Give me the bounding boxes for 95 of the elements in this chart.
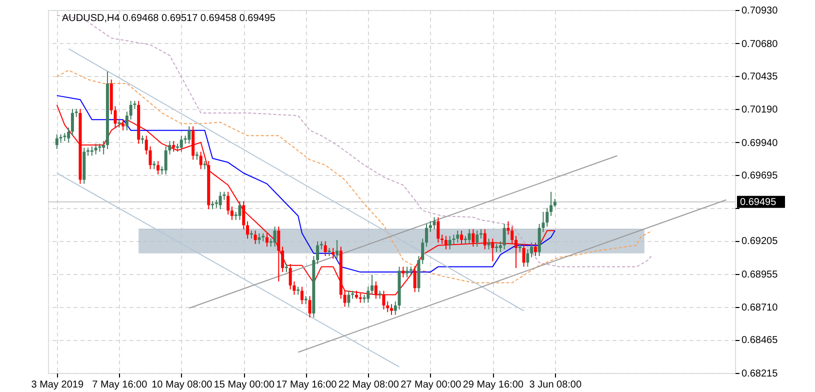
candlestick [70,108,74,136]
y-tick-label: 0.69205 [742,236,778,248]
candlestick [406,266,409,278]
candlestick [522,243,526,268]
candlestick [456,230,460,244]
candlestick [366,286,370,304]
candlestick [386,300,390,313]
candlestick [125,111,128,131]
candlestick [402,266,405,278]
line-series [56,70,653,284]
x-tick-label: 27 May 00:00 [400,380,462,390]
candlestick [242,200,246,230]
y-tick-label: 0.69695 [742,170,778,182]
candlestick [390,304,393,316]
x-tick-label: 17 May 16:00 [276,380,338,390]
candlestick [238,200,242,220]
candlestick [226,191,230,216]
candlestick [502,223,506,250]
chart-title: AUDUSD,H4 0.69468 0.69517 0.69458 0.69495 [62,13,276,24]
y-tick-label: 0.70680 [742,38,778,50]
candlestick [444,235,448,250]
candlestick [188,126,191,144]
candlestick [122,119,125,131]
candlestick [514,235,518,269]
candlestick [428,220,432,232]
y-tick-label: 0.68710 [742,302,778,314]
candlestick [273,226,276,248]
line-series [56,95,556,273]
ref-line-label: 0.69495 [740,196,777,208]
x-tick-label: 3 Jun 08:00 [529,380,582,390]
x-tick-label: 29 May 16:00 [462,380,524,390]
candlestick [440,234,444,244]
candlestick [394,300,397,316]
candlestick [258,232,261,244]
candlestick [347,290,350,308]
y-tick-label: 0.70190 [742,104,778,116]
candlestick [148,146,152,170]
candlestick [67,127,70,143]
candlestick [172,140,176,152]
candlestick [432,216,436,230]
candlestick [281,246,284,273]
candlestick [491,238,494,262]
candlestick [487,238,490,250]
y-tick-label: 0.68465 [742,335,778,346]
x-tick-label: 22 May 08:00 [338,380,400,390]
candlestick [300,286,304,305]
candlestick [156,160,160,175]
candlestick [506,220,510,236]
candlestick [316,240,320,265]
candlestick [510,226,514,244]
candlestick [199,151,202,170]
candlestick [230,206,234,220]
x-tick-label: 3 May 2019 [31,380,84,390]
candlestick [452,234,456,244]
y-tick-label: 0.68215 [742,368,778,380]
candlestick [246,220,250,240]
candlestick [468,228,471,244]
candlestick [550,191,553,216]
candlestick [370,274,374,296]
candlestick [448,235,452,250]
candlestick [324,240,327,257]
candlestick [102,140,106,155]
candlestick [425,223,428,248]
candlestick [180,135,183,152]
candlestick [265,232,268,248]
x-tick-label: 10 May 08:00 [152,380,213,390]
candlestick [526,248,530,268]
candlestick [129,100,132,120]
candlestick [277,226,280,282]
candlestick [218,191,222,210]
x-tick-label: 15 May 00:00 [214,380,275,390]
candlestick [483,228,486,250]
candlestick [472,228,475,248]
candlestick [476,230,479,248]
candlestick [413,266,416,293]
candlestick [460,230,464,244]
y-tick-label: 0.69940 [742,138,778,149]
candlestick [421,238,424,265]
candlestick [436,216,440,244]
candlestick [336,239,339,260]
candlestick [530,242,534,258]
candlestick [94,143,98,155]
y-tick-label: 0.70435 [742,72,778,83]
y-tick-label: 0.70930 [742,6,778,16]
candlestick [332,247,335,260]
candlestick [546,207,549,228]
candlestick [534,242,537,257]
candlestick [254,230,257,244]
line-series [56,14,653,268]
x-tick-label: 7 May 16:00 [92,380,148,390]
y-tick-label: 0.68955 [742,270,778,281]
candlestick [308,296,312,318]
candlestick [144,135,148,155]
candlestick [498,240,502,252]
candlestick [55,134,58,150]
